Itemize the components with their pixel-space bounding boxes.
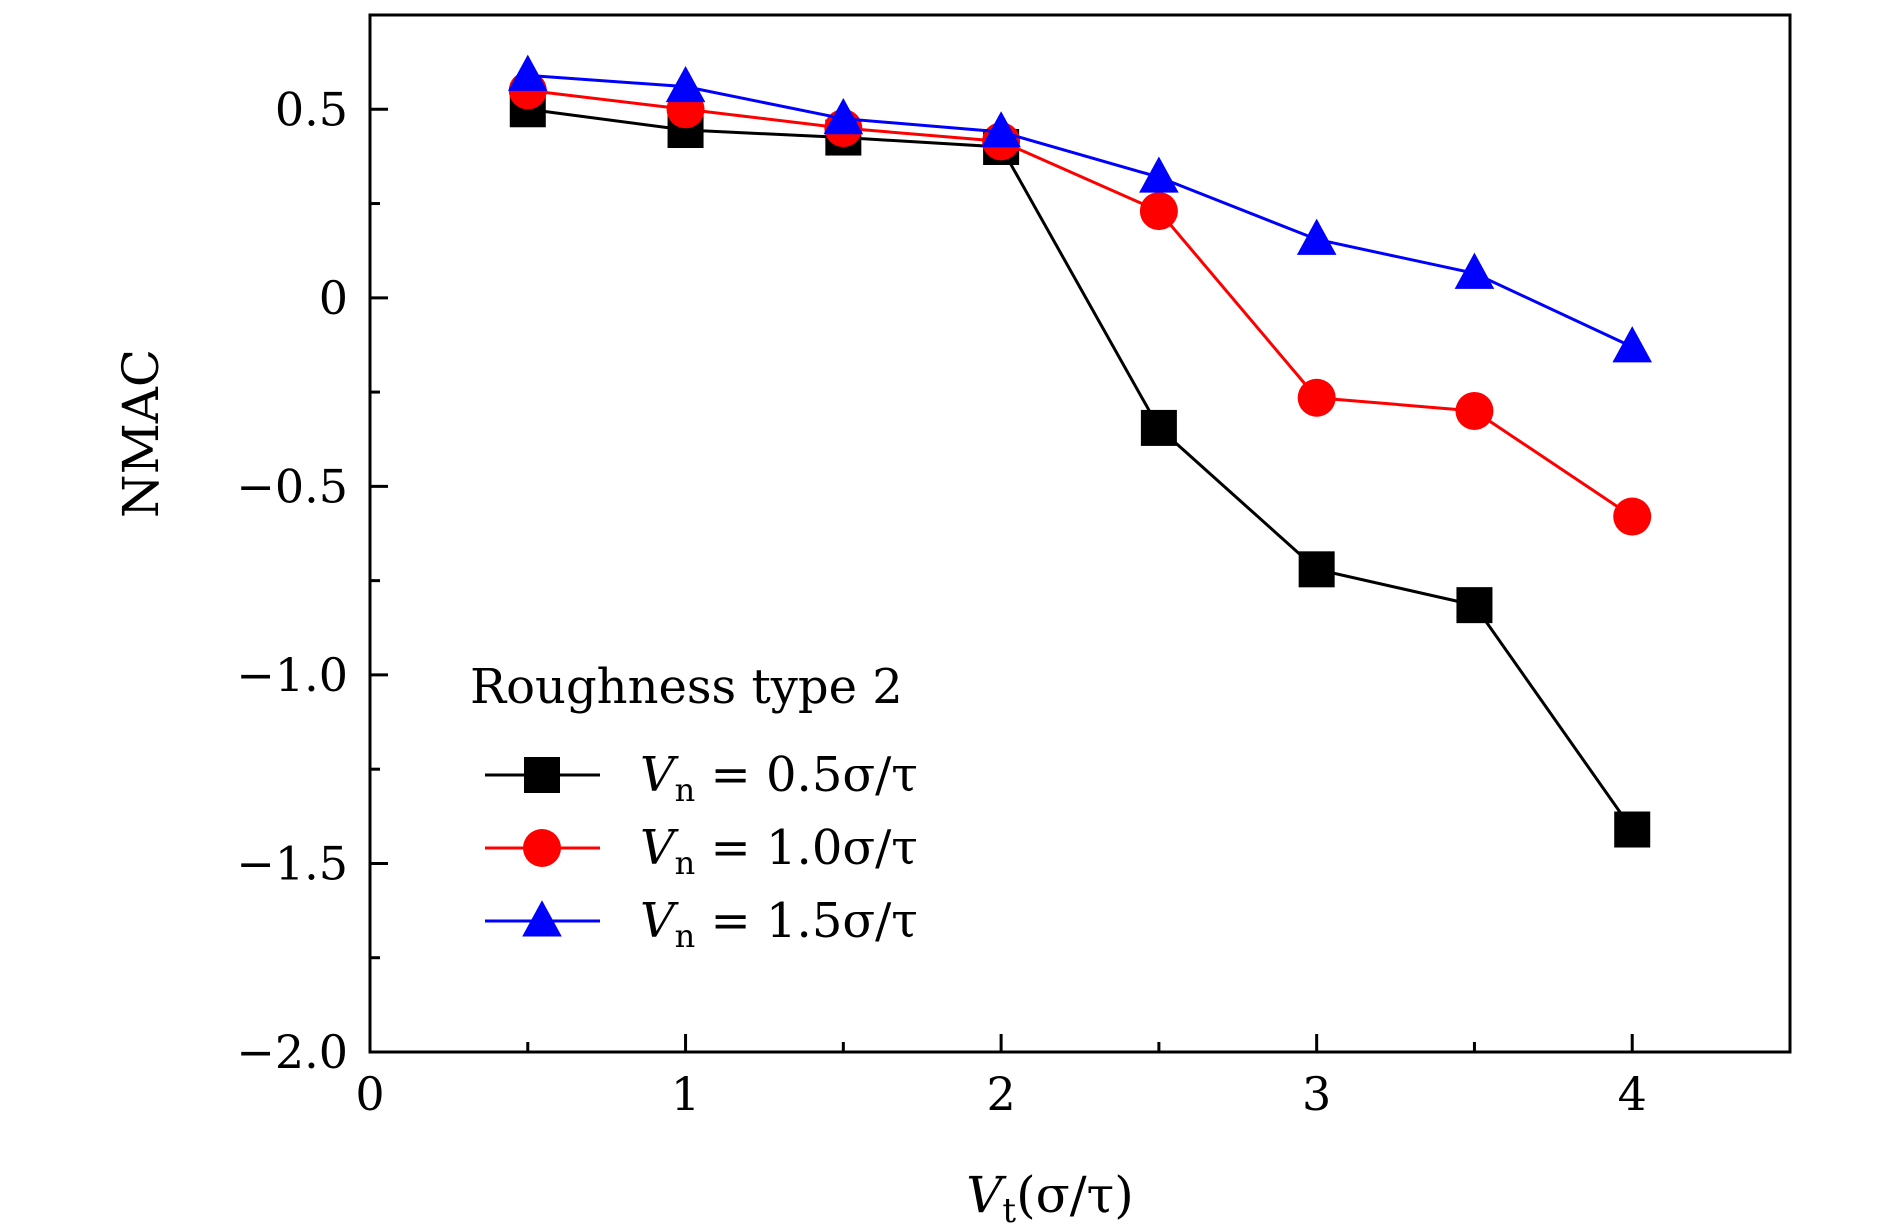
square-marker [1140, 409, 1177, 446]
x-tick-label: 2 [986, 1067, 1015, 1121]
circle-marker [1613, 497, 1652, 536]
plot-frame [368, 13, 1792, 1054]
legend-label: Vn = 0.5σ/τ [640, 747, 918, 809]
y-tick-label: 0 [319, 271, 348, 325]
triangle-marker [823, 98, 864, 135]
legend-label: Vn = 1.5σ/τ [640, 893, 918, 955]
series-line [527, 73, 1633, 349]
x-tick-label: 4 [1618, 1067, 1647, 1121]
axes: 0 1 2 3 4 0.5 0 −0.5 −1.0 −1.5 −2.0 [236, 13, 1792, 1121]
x-tick-label: 3 [1302, 1067, 1331, 1121]
legend-label: Vn = 1.0σ/τ [640, 820, 918, 882]
y-tick-label: −1.0 [236, 648, 348, 702]
y-tick-label: 0.5 [275, 82, 348, 136]
series-layer [507, 54, 1653, 848]
triangle-marker [1612, 326, 1653, 363]
legend-title: Roughness type 2 [470, 659, 903, 715]
legend-entry: Vn = 1.0σ/τ [485, 820, 918, 882]
legend: Roughness type 2 Vn = 0.5σ/τ Vn = 1.0σ/τ Vn… [470, 659, 918, 955]
square-marker [1456, 587, 1493, 624]
legend-entry: Vn = 0.5σ/τ [485, 747, 918, 809]
y-axis-title: NMAC [112, 349, 170, 518]
series-1 [509, 91, 1651, 848]
square-marker [1614, 811, 1651, 848]
circle-marker [1297, 378, 1336, 417]
y-tick-label: −1.5 [236, 836, 348, 890]
legend-entry: Vn = 1.5σ/τ [485, 893, 918, 955]
y-tick-label: −2.0 [236, 1025, 348, 1079]
x-tick-label: 0 [355, 1067, 384, 1121]
triangle-marker [1454, 252, 1495, 289]
triangle-marker [981, 111, 1021, 148]
axis-labels: Vt(σ/τ) NMAC [112, 349, 1134, 1228]
circle-marker [1455, 391, 1494, 430]
triangle-marker [507, 54, 548, 91]
square-marker [1298, 551, 1335, 588]
series-line [527, 107, 1634, 831]
triangle-marker [665, 65, 706, 103]
series-line [527, 88, 1634, 518]
circle-marker [1139, 192, 1178, 231]
x-axis-title: Vt(σ/τ) [966, 1166, 1133, 1228]
triangle-marker [1296, 218, 1337, 255]
square-marker [524, 757, 560, 793]
x-tick-label: 1 [671, 1067, 700, 1121]
triangle-marker [1139, 156, 1179, 193]
circle-marker [523, 829, 561, 867]
triangle-marker [522, 900, 562, 937]
y-tick-label: −0.5 [236, 459, 348, 513]
series-3 [507, 54, 1653, 363]
